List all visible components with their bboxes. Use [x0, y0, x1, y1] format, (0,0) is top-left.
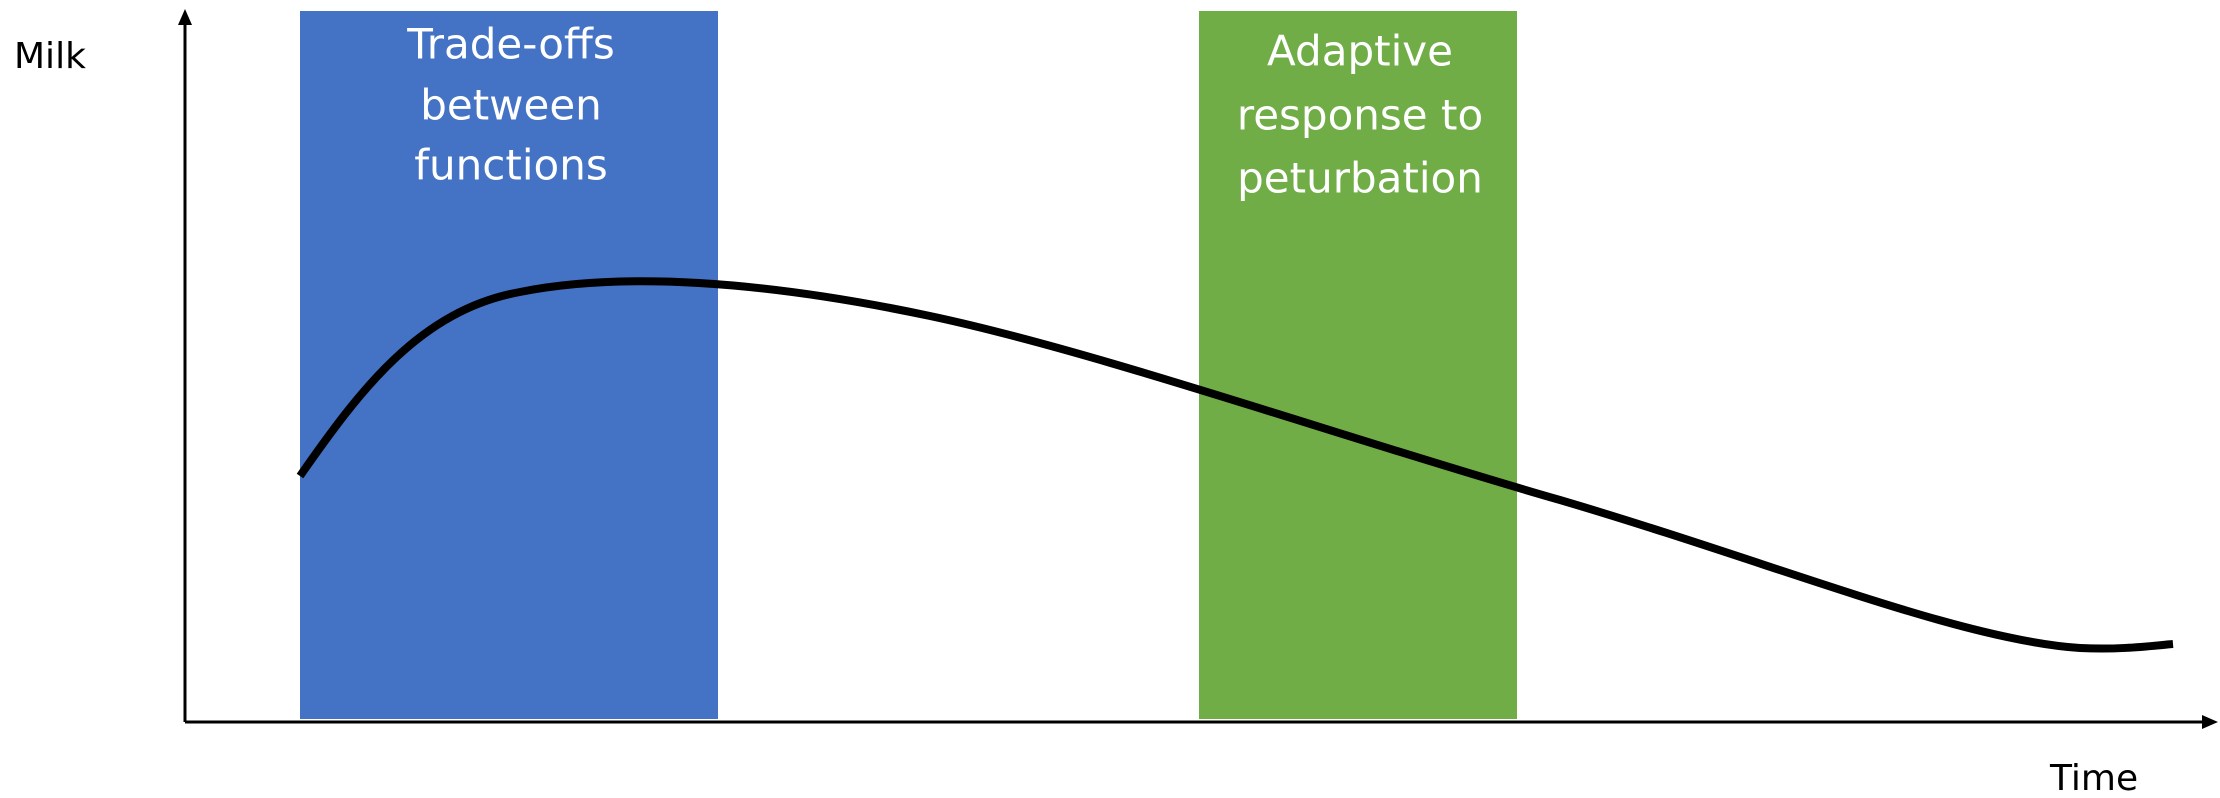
lactation-curve	[296, 277, 2174, 653]
region-label: response to	[1237, 91, 1483, 140]
region-label: Adaptive	[1267, 27, 1453, 76]
y-axis-label: Milk	[14, 36, 86, 77]
region-label: Trade-offs	[406, 20, 614, 69]
x-axis-arrow	[2202, 715, 2218, 729]
y-axis-arrow	[178, 9, 192, 25]
x-axis-label: Time	[2049, 758, 2138, 798]
region-label: functions	[414, 141, 607, 190]
region-label: peturbation	[1237, 154, 1483, 203]
adaptive-region	[1199, 11, 1517, 719]
trade-off-region	[300, 11, 718, 719]
region-label: between	[420, 81, 602, 130]
